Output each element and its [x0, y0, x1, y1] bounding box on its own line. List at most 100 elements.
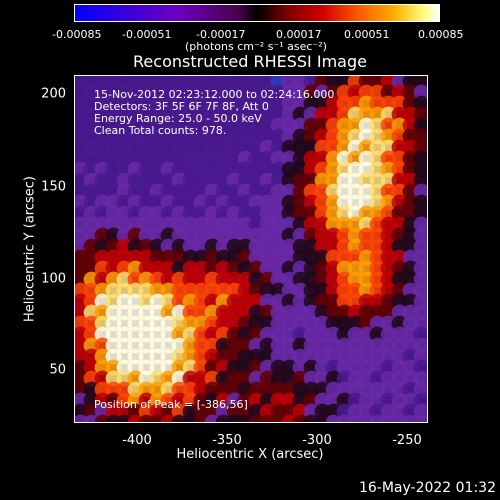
heatmap-cell [369, 403, 386, 420]
heatmap-cell [402, 238, 419, 255]
heatmap-cell [325, 337, 342, 354]
heatmap-cell [303, 161, 320, 178]
heatmap-cell [83, 194, 100, 211]
heatmap-cell [204, 183, 221, 200]
heatmap-cell [182, 293, 199, 310]
heatmap-cell [226, 95, 243, 112]
heatmap-cell [358, 183, 375, 200]
heatmap-cell [270, 128, 287, 145]
heatmap-cell [369, 117, 386, 134]
heatmap-cell [160, 128, 177, 145]
heatmap-cell [325, 172, 342, 189]
heatmap-cell [116, 128, 133, 145]
heatmap-cell [149, 194, 166, 211]
heatmap-cell [138, 106, 155, 123]
heatmap-cell [215, 271, 232, 288]
heatmap-cell [204, 150, 221, 167]
heatmap-cell [314, 205, 331, 222]
heatmap-cell [116, 216, 133, 233]
heatmap-cell [226, 348, 243, 365]
heatmap-cell [347, 216, 364, 233]
heatmap-cell [402, 260, 419, 277]
heatmap-cell [336, 359, 353, 376]
heatmap-cell [303, 128, 320, 145]
heatmap-cell [347, 337, 364, 354]
heatmap-cell [402, 161, 419, 178]
heatmap-cell [116, 172, 133, 189]
heatmap-cell [248, 172, 265, 189]
colorbar-tick: -0.00051 [122, 28, 172, 41]
heatmap-cell [116, 348, 133, 365]
heatmap-cell [336, 304, 353, 321]
heatmap-cell [380, 315, 397, 332]
heatmap-cell [259, 227, 276, 244]
heatmap-cell [83, 183, 100, 200]
heatmap-cell [325, 392, 342, 409]
colorbar [74, 4, 440, 22]
heatmap-cell [149, 260, 166, 277]
heatmap-cell [237, 205, 254, 222]
colorbar-tick: 0.00051 [344, 28, 390, 41]
heatmap-cell [358, 381, 375, 398]
heatmap-cell [314, 194, 331, 211]
heatmap-cell [380, 381, 397, 398]
heatmap-cell [391, 381, 408, 398]
heatmap-cell [380, 128, 397, 145]
heatmap-cell [171, 95, 188, 112]
heatmap-cell [358, 271, 375, 288]
heatmap-cell [149, 326, 166, 343]
heatmap-cell [149, 84, 166, 101]
heatmap-cell [171, 227, 188, 244]
heatmap-cell [83, 326, 100, 343]
heatmap-cell [105, 293, 122, 310]
heatmap-cell [336, 260, 353, 277]
heatmap-cell [138, 205, 155, 222]
heatmap-cell [105, 359, 122, 376]
heatmap-cell [127, 249, 144, 266]
heatmap-cell [303, 205, 320, 222]
heatmap-cell [149, 139, 166, 156]
heatmap-cell [303, 271, 320, 288]
heatmap-cell [270, 183, 287, 200]
heatmap-cell [369, 304, 386, 321]
heatmap-cell [215, 117, 232, 134]
heatmap-cell [160, 84, 177, 101]
heatmap-cell [193, 392, 210, 409]
heatmap-cell [380, 337, 397, 354]
heatmap-cell [204, 194, 221, 211]
heatmap-cell [116, 84, 133, 101]
heatmap-cell [314, 106, 331, 123]
heatmap-cell [226, 106, 243, 123]
heatmap-cell [314, 359, 331, 376]
heatmap-cell [215, 392, 232, 409]
heatmap-cell [193, 348, 210, 365]
heatmap-cell [237, 326, 254, 343]
heatmap-cell [391, 403, 408, 420]
heatmap-cell [138, 315, 155, 332]
heatmap-cell [314, 326, 331, 343]
heatmap-cell [402, 293, 419, 310]
heatmap-cell [281, 326, 298, 343]
heatmap-cell [193, 106, 210, 123]
heatmap-cell [325, 216, 342, 233]
heatmap-cell [193, 326, 210, 343]
heatmap-cell [402, 271, 419, 288]
heatmap-cell [325, 238, 342, 255]
heatmap-cell [347, 293, 364, 310]
heatmap-cell [237, 117, 254, 134]
heatmap-cell [380, 238, 397, 255]
heatmap-cell [391, 238, 408, 255]
heatmap-cell [226, 315, 243, 332]
heatmap-cell [281, 337, 298, 354]
heatmap-cell [215, 216, 232, 233]
heatmap-cell [149, 337, 166, 354]
y-tick-label: 200 [41, 86, 66, 102]
heatmap-cell [149, 150, 166, 167]
heatmap-cell [259, 337, 276, 354]
heatmap-cell [380, 282, 397, 299]
heatmap-cell [237, 392, 254, 409]
heatmap-cell [292, 117, 309, 134]
heatmap-cell [160, 183, 177, 200]
heatmap-cell [391, 392, 408, 409]
heatmap-cell [248, 304, 265, 321]
